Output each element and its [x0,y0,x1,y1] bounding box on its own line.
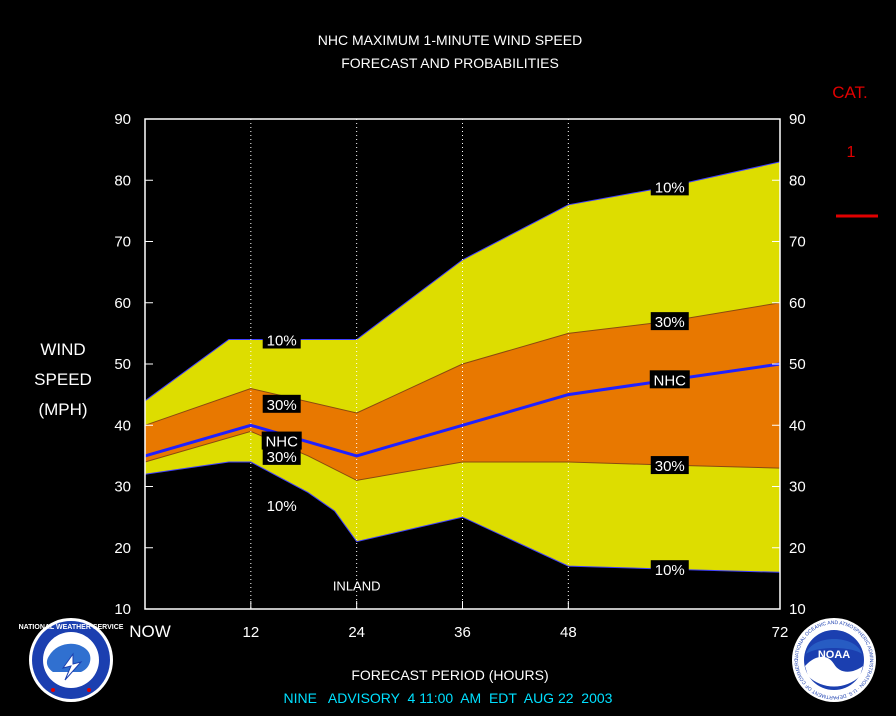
y-tick-label-right: 70 [789,234,806,251]
band-label-box [650,177,689,196]
band-label: 30% [655,458,685,475]
x-tick-label: 48 [560,624,577,641]
y-tick-label-left: 20 [114,540,131,557]
inland-annotation: INLAND [333,579,381,594]
nws-logo: NATIONAL WEATHER SERVICE [19,618,124,702]
band-label-box [650,560,689,579]
x-tick-label: 12 [242,624,259,641]
category-key: CAT. 1 [832,83,878,218]
band-label-box [649,370,690,389]
y-axis-label-line1: WIND [40,340,85,359]
y-tick-label-right: 80 [789,172,806,189]
y-tick-label-left: 90 [114,111,131,128]
band-label: 30% [655,314,685,331]
band-label: 10% [267,498,297,515]
x-axis-label: FORECAST PERIOD (HOURS) [351,667,548,683]
y-tick-label-left: 50 [114,356,131,373]
upper-10-edge [144,161,781,402]
nhc-forecast-line [144,362,781,458]
y-tick-label-left: 80 [114,172,131,189]
advisory-line: NINE ADVISORY 4 11:00 AM EDT AUG 22 2003 [284,690,613,706]
y-tick-label-left: 40 [114,417,131,434]
band-label: 30% [267,449,297,466]
plot-area: INLAND [144,119,781,609]
band-label: NHC [654,372,687,389]
y-tick-label-left: 60 [114,295,131,312]
nws-logo-text: NATIONAL WEATHER SERVICE [19,624,124,631]
noaa-logo: NOAA NATIONAL OCEANIC AND ATMOSPHERIC AD… [792,618,876,702]
category-label: CAT. [832,83,868,102]
y-tick-label-right: 60 [789,295,806,312]
y-tick-label-right: 20 [789,540,806,557]
band-label-box [262,394,301,413]
x-tick-label: 24 [348,624,365,641]
axes: 10 10 20 20 30 30 40 40 50 50 60 60 70 70 80 80 90 90 NOW 1… [114,111,805,641]
y-tick-label-right: 30 [789,479,806,496]
chart-title-line2: FORECAST AND PROBABILITIES [341,55,559,71]
x-tick-label: 72 [772,624,789,641]
band-label: 10% [655,562,685,579]
band-label-box [262,330,301,349]
band-label-box [650,456,689,475]
y-axis-label-line2: SPEED [34,370,92,389]
band-label: NHC [265,434,298,451]
band-label: 10% [655,179,685,196]
y-tick-label-right: 50 [789,356,806,373]
band-label-box [261,431,302,450]
x-tick-label: NOW [129,622,171,641]
y-tick-label-right: 40 [789,417,806,434]
y-tick-label-left: 30 [114,479,131,496]
category-value: 1 [847,144,856,161]
x-tick-label: 36 [454,624,471,641]
chart-title-line1: NHC MAXIMUM 1-MINUTE WIND SPEED [318,32,582,48]
noaa-logo-text: NOAA [818,649,850,661]
band-label: 10% [267,333,297,350]
y-tick-label-right: 10 [789,601,806,618]
band-label: 30% [267,397,297,414]
y-tick-label-right: 90 [789,111,806,128]
band-label-box [650,312,689,331]
band-label-box [262,495,301,514]
lower-10-edge [144,461,781,573]
band-label-box [262,446,301,465]
y-tick-label-left: 10 [114,601,131,618]
y-tick-label-left: 70 [114,234,131,251]
y-axis-label-line3: (MPH) [38,400,87,419]
